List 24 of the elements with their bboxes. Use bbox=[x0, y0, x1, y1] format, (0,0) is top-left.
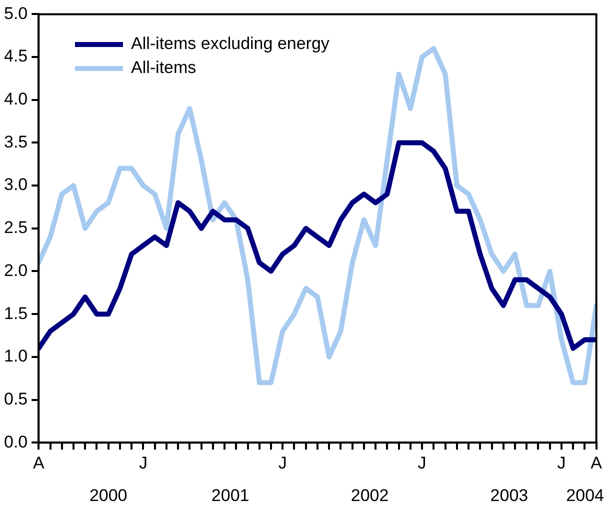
text: 2000 bbox=[89, 486, 128, 505]
y-tick-label: 0.0 bbox=[4, 432, 28, 452]
y-tick-label: 2.0 bbox=[4, 260, 28, 280]
text: 2001 bbox=[211, 486, 250, 505]
y-tick-label: 3.0 bbox=[4, 175, 28, 194]
y-tick-label: 1.5 bbox=[4, 304, 28, 323]
legend-label: All-items excluding energy bbox=[131, 33, 330, 55]
text: 2002 bbox=[350, 486, 389, 505]
y-tick-label: 1.0 bbox=[4, 346, 28, 366]
y-tick-label: 0.5 bbox=[4, 389, 28, 408]
y-tick-label: 5.0 bbox=[4, 4, 28, 23]
y-tick-label: 3.5 bbox=[4, 132, 28, 152]
text: 2003 bbox=[490, 486, 528, 505]
x-tick-label: J bbox=[278, 453, 287, 472]
y-tick-label: 4.0 bbox=[4, 90, 28, 109]
y-tick-label: 2.5 bbox=[4, 218, 28, 238]
x-tick-label: J bbox=[138, 453, 148, 472]
legend-label: All-items bbox=[131, 57, 196, 79]
x-tick-label: A bbox=[32, 453, 45, 472]
x-tick-label: J bbox=[418, 453, 426, 472]
y-tick-label: 4.5 bbox=[4, 46, 28, 66]
x-tick-label: A bbox=[590, 453, 603, 472]
text: 2004 bbox=[566, 486, 604, 505]
x-tick-label: J bbox=[557, 453, 566, 472]
